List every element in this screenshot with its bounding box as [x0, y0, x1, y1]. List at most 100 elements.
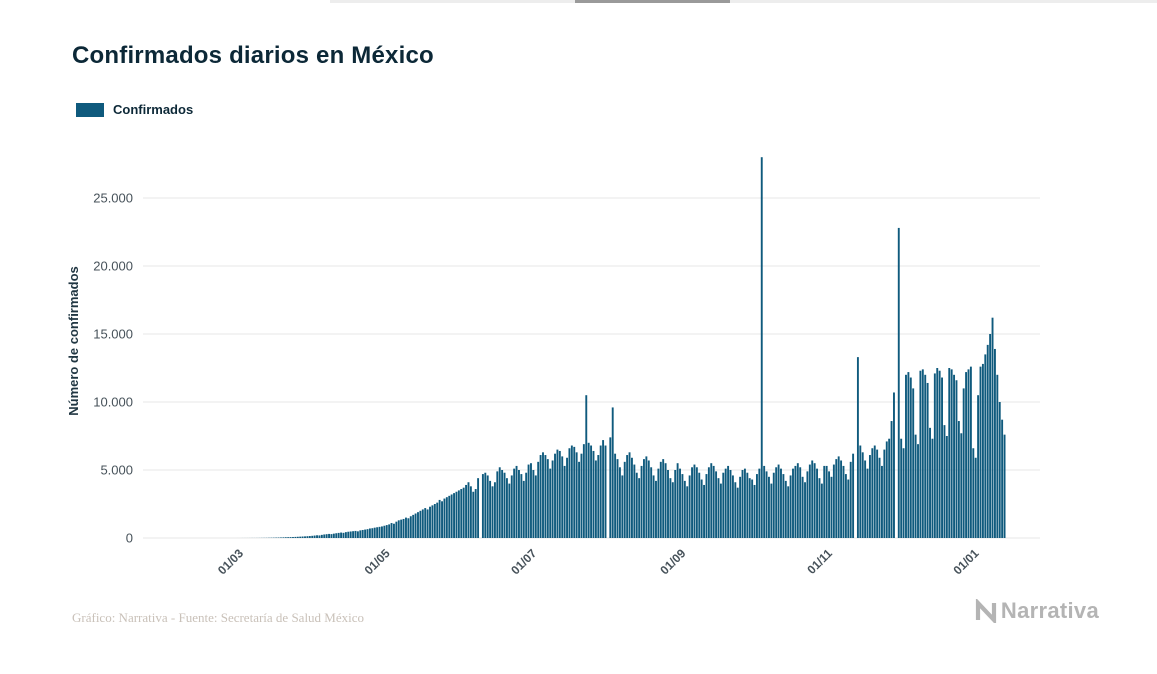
bar: [558, 450, 561, 538]
bar: [431, 505, 434, 538]
bar: [981, 363, 984, 538]
bar: [763, 465, 766, 538]
bar: [532, 470, 535, 538]
bar: [556, 449, 559, 538]
bar: [751, 479, 754, 538]
bar: [513, 468, 516, 538]
bar: [599, 445, 602, 538]
bar: [352, 531, 355, 538]
bar: [719, 483, 722, 538]
bar: [354, 530, 357, 538]
bar: [349, 531, 352, 538]
bar: [787, 486, 790, 538]
y-tick-label: 15.000: [93, 327, 133, 342]
bar: [635, 472, 638, 538]
bar: [784, 480, 787, 538]
bar: [743, 468, 746, 538]
bar: [828, 471, 831, 538]
bar: [393, 523, 395, 538]
bar: [614, 453, 617, 538]
bar: [489, 480, 492, 538]
bar: [328, 533, 330, 538]
bar: [626, 455, 629, 538]
scrollbar-thumb[interactable]: [575, 0, 730, 3]
bar: [378, 526, 381, 538]
bar: [782, 474, 785, 538]
bar: [907, 372, 910, 538]
bar: [503, 472, 506, 538]
bar: [417, 512, 419, 538]
y-tick-label: 20.000: [93, 259, 133, 274]
bar: [582, 444, 585, 538]
bar: [794, 465, 797, 538]
bar: [539, 455, 542, 538]
legend-label: Confirmados: [113, 102, 194, 117]
bar: [948, 368, 951, 538]
bar: [933, 373, 936, 538]
bar: [707, 467, 710, 538]
bar: [748, 478, 751, 538]
bar: [799, 467, 802, 538]
bar: [859, 445, 862, 538]
bar: [373, 527, 376, 538]
y-tick-label: 10.000: [93, 395, 133, 410]
bar: [332, 533, 335, 538]
bar: [361, 529, 364, 538]
bar: [395, 521, 398, 538]
legend-item-confirmados[interactable]: Confirmados: [76, 102, 193, 117]
bar: [717, 478, 720, 538]
bar: [318, 535, 321, 538]
bar: [705, 474, 708, 538]
bar: [888, 438, 891, 538]
bar: [674, 470, 677, 538]
bar: [957, 421, 960, 538]
bar: [753, 484, 756, 538]
bar: [320, 534, 323, 538]
bar: [991, 317, 994, 538]
bar: [962, 388, 965, 538]
bar: [633, 464, 636, 538]
bar: [941, 377, 943, 538]
bar: [917, 444, 919, 538]
bar: [683, 480, 686, 538]
bar: [655, 480, 657, 538]
bar: [455, 491, 458, 538]
bar: [590, 445, 593, 538]
bar: [693, 464, 696, 538]
bar: [323, 534, 326, 538]
scrollbar-track[interactable]: [330, 0, 1157, 3]
bar: [397, 520, 400, 538]
bar: [938, 370, 941, 538]
bar: [847, 479, 850, 538]
bar: [294, 536, 297, 538]
x-tick-label: 01/05: [362, 546, 393, 577]
bar: [645, 456, 648, 538]
bar: [445, 497, 448, 538]
bar: [780, 468, 782, 538]
bar: [722, 472, 725, 538]
y-axis-title: Número de confirmados: [66, 266, 81, 416]
bar: [936, 368, 939, 538]
bar: [594, 460, 597, 538]
bar: [890, 421, 893, 538]
bar: [667, 470, 669, 538]
bar: [739, 476, 742, 538]
bar: [414, 513, 417, 538]
bar: [580, 453, 583, 538]
bar: [909, 377, 912, 538]
bar: [306, 536, 309, 538]
bar: [972, 448, 975, 538]
bar: [643, 459, 645, 538]
bar: [342, 532, 345, 538]
bar: [402, 518, 405, 538]
bar: [364, 529, 367, 538]
bar: [544, 455, 547, 538]
bar: [554, 453, 556, 538]
bar: [816, 468, 818, 538]
bar: [768, 476, 770, 538]
bar: [662, 459, 665, 538]
bar: [856, 357, 859, 538]
bar: [301, 536, 304, 538]
bar: [453, 493, 455, 538]
bar: [465, 484, 468, 538]
